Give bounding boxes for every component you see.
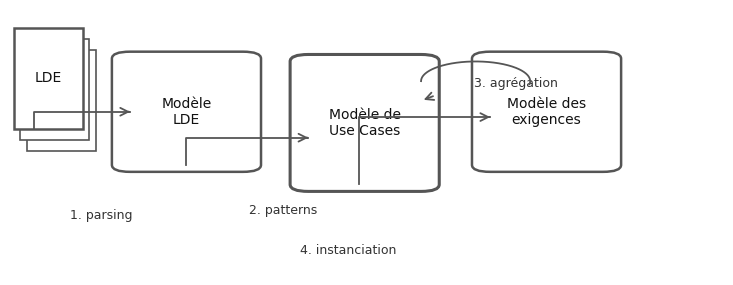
Text: Modèle des
exigences: Modèle des exigences	[507, 97, 586, 127]
Text: 3. agrégation: 3. agrégation	[474, 77, 558, 90]
Text: 2. patterns: 2. patterns	[248, 204, 317, 217]
FancyBboxPatch shape	[290, 54, 439, 192]
Text: Modèle
LDE: Modèle LDE	[161, 97, 212, 127]
Text: Modèle de
Use Cases: Modèle de Use Cases	[328, 108, 401, 138]
Text: 1. parsing: 1. parsing	[70, 209, 132, 222]
FancyBboxPatch shape	[14, 28, 83, 129]
FancyBboxPatch shape	[472, 52, 621, 172]
Text: 4. instanciation: 4. instanciation	[300, 244, 397, 256]
Text: LDE: LDE	[34, 71, 62, 85]
FancyBboxPatch shape	[21, 39, 89, 140]
FancyBboxPatch shape	[27, 50, 96, 151]
FancyBboxPatch shape	[112, 52, 261, 172]
